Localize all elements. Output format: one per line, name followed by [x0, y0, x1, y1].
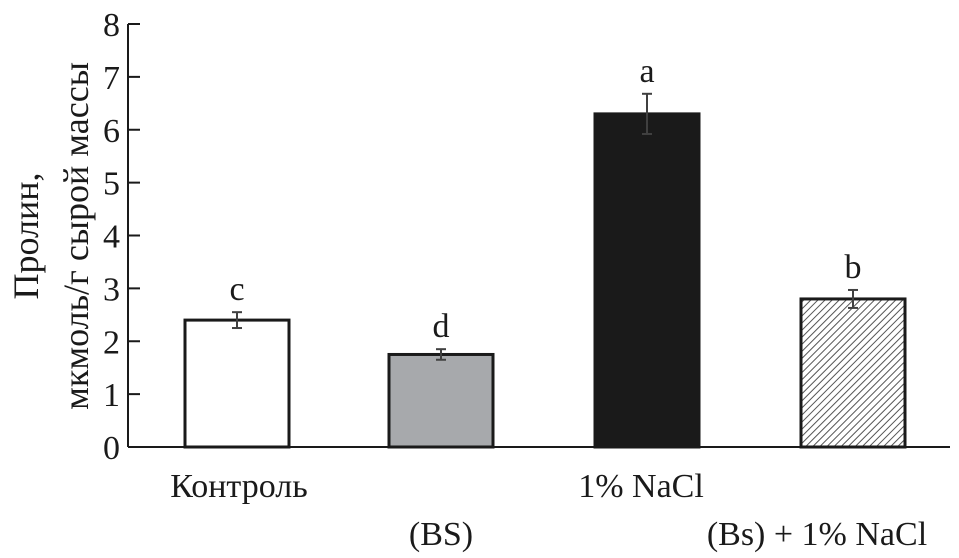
significance-label: a — [639, 53, 654, 90]
bar — [387, 352, 495, 449]
y-tick-label: 2 — [103, 324, 120, 361]
bars — [183, 112, 907, 449]
y-axis-title: Пролин, мкмоль/г сырой массы — [6, 62, 96, 410]
y-axis-title-line1: Пролин, — [6, 172, 46, 299]
y-tick-label: 8 — [103, 7, 120, 44]
category-label: 1% NaCl — [578, 468, 704, 505]
y-tick-label: 0 — [103, 430, 120, 467]
category-label: (Bs) + 1% NaCl — [707, 516, 927, 553]
bar — [799, 297, 907, 449]
y-tick-label: 4 — [103, 219, 120, 256]
significance-label: d — [433, 308, 450, 345]
bar — [593, 112, 701, 449]
significance-labels: c d a b — [229, 53, 861, 345]
y-tick-label: 3 — [103, 271, 120, 308]
significance-label: b — [845, 249, 862, 286]
category-label: Контроль — [170, 468, 307, 505]
error-bars — [232, 92, 858, 361]
y-ticks: 0 1 2 3 4 5 6 7 8 — [103, 7, 140, 467]
y-tick-label: 6 — [103, 113, 120, 150]
y-tick-label: 7 — [103, 60, 120, 97]
y-tick-label: 1 — [103, 377, 120, 414]
category-labels: Контроль (BS) 1% NaCl(Bs) + 1% NaCl — [170, 468, 927, 553]
y-tick-label: 5 — [103, 166, 120, 203]
y-axis-title-line2: мкмоль/г сырой массы — [56, 62, 96, 410]
category-label: (BS) — [409, 516, 473, 553]
bar — [183, 318, 291, 449]
significance-label: c — [229, 271, 244, 308]
